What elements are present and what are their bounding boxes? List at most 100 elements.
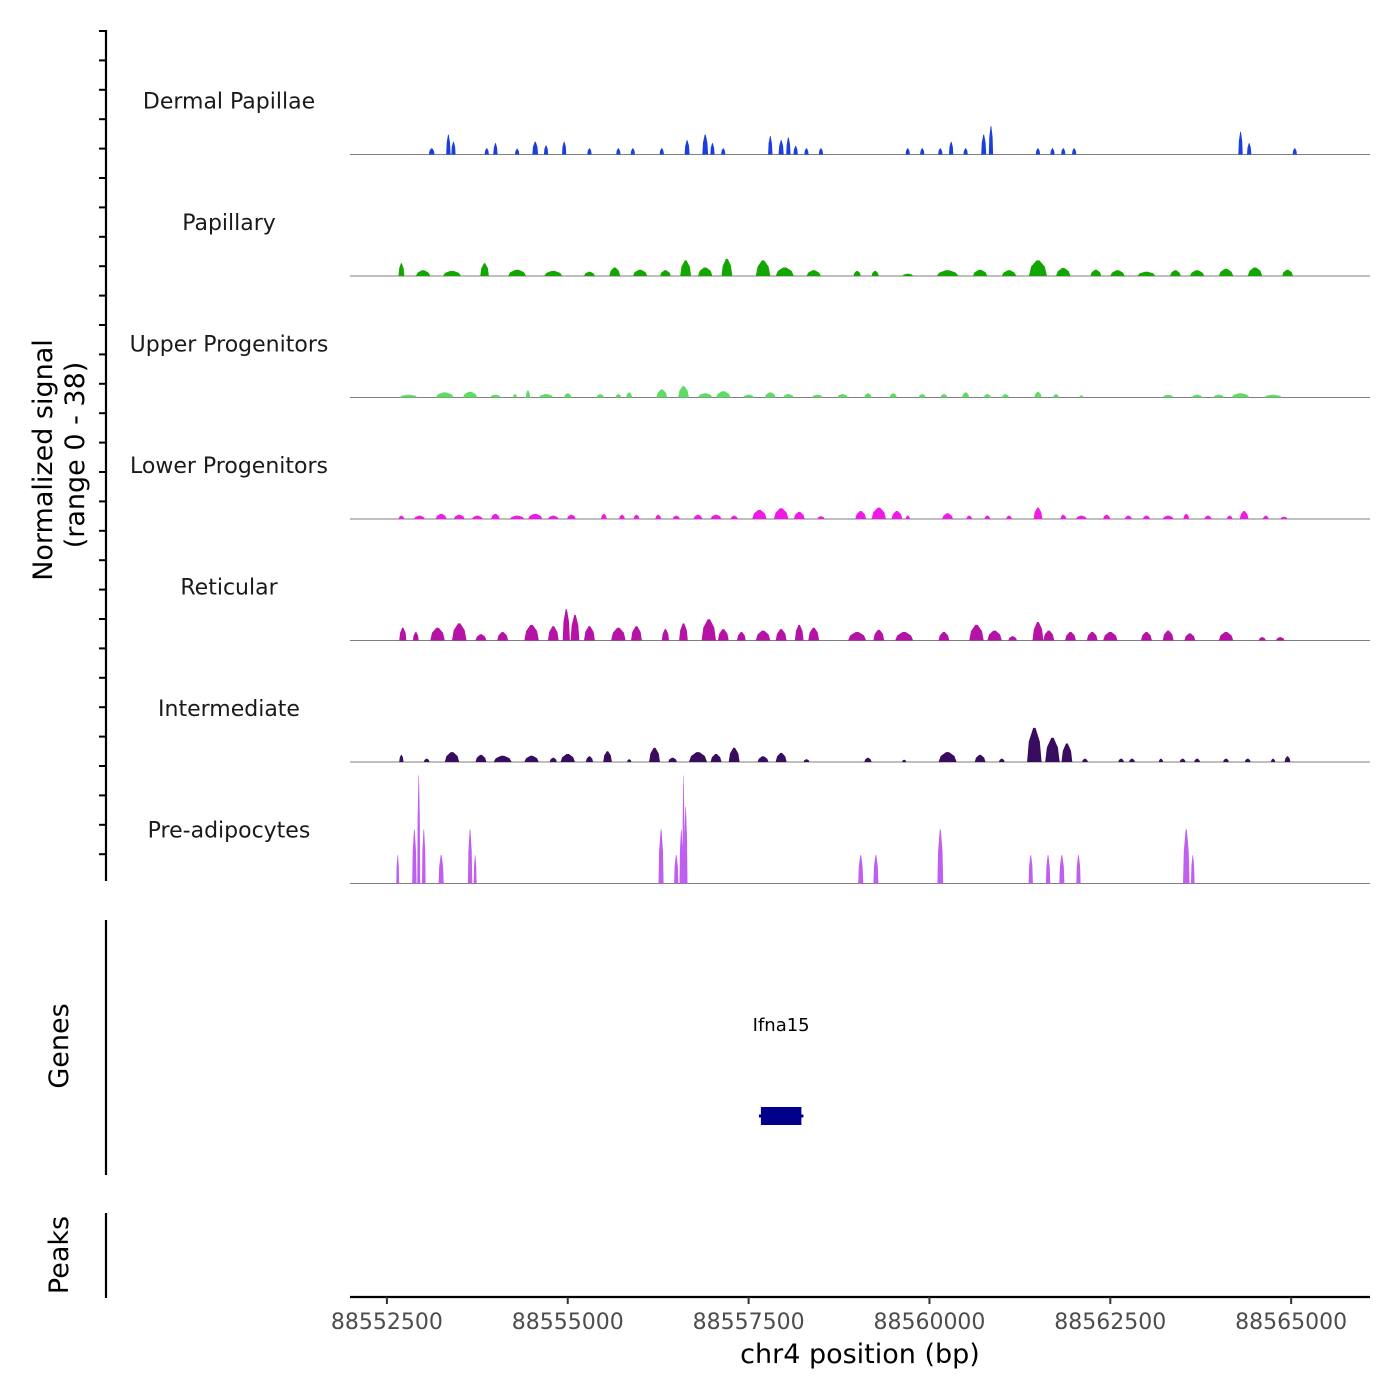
x-tick-label: 88562500	[1054, 1310, 1166, 1335]
signal-peak	[710, 143, 715, 155]
signal-peak	[584, 271, 595, 276]
signal-peak	[853, 270, 861, 276]
track-papillary: Papillary	[182, 211, 1370, 277]
signal-peak	[804, 148, 809, 155]
signal-peak	[837, 394, 849, 398]
peaks-axis-label: Peaks	[44, 1216, 75, 1294]
signal-peak	[1103, 632, 1118, 641]
signal-peak	[818, 148, 824, 155]
signal-peak	[596, 394, 604, 398]
signal-peak	[659, 148, 664, 155]
track-upper-progenitors: Upper Progenitors	[130, 333, 1370, 399]
signal-peak	[873, 855, 879, 884]
signal-peak	[716, 391, 731, 398]
signal-peak	[444, 752, 460, 762]
signal-peak	[984, 515, 991, 519]
signal-peak	[895, 632, 914, 641]
signal-peak	[619, 514, 625, 519]
signal-peak	[544, 270, 563, 276]
signal-peak	[848, 632, 867, 641]
signal-peak	[626, 392, 633, 398]
signal-peak	[728, 747, 740, 762]
signal-peak	[443, 270, 461, 276]
signal-peak	[1043, 630, 1055, 641]
y-axis-label-line2: (range 0 - 38)	[60, 362, 91, 549]
signal-peak	[480, 263, 489, 276]
signal-peak	[752, 509, 767, 519]
signal-peak	[938, 148, 943, 155]
tracks-layer: Dermal Papillae Papillary Upper Progenitor…	[130, 90, 1370, 885]
signal-peak	[570, 614, 580, 641]
signal-peak	[905, 148, 910, 155]
signal-peak	[871, 507, 886, 519]
signal-peak	[940, 394, 948, 398]
signal-peak	[471, 515, 483, 519]
signal-peak	[627, 759, 632, 762]
signal-peak	[1118, 758, 1124, 762]
signal-peak	[1027, 727, 1042, 762]
signal-peak	[721, 148, 726, 155]
signal-peak	[698, 393, 713, 398]
genes-panel: Genes Ifna15	[44, 920, 810, 1175]
signal-peak	[562, 609, 570, 641]
signal-peak	[584, 626, 595, 641]
signal-peak	[630, 148, 635, 155]
signal-peak	[412, 632, 419, 641]
signal-peak	[399, 394, 418, 398]
signal-peak	[1191, 855, 1195, 884]
signal-peak	[794, 624, 804, 641]
signal-peak	[462, 391, 478, 398]
x-ticks: 88552500 88555000 88557500 88560000 88562500…	[331, 1297, 1347, 1335]
signal-peak	[806, 270, 821, 276]
signal-peak	[902, 759, 907, 762]
signal-peak	[587, 148, 592, 155]
signal-peak	[682, 775, 685, 884]
signal-peak	[1262, 515, 1269, 519]
signal-peak	[547, 626, 559, 641]
signal-peak	[1204, 515, 1212, 519]
x-tick-label: 88557500	[693, 1310, 805, 1335]
signal-peak	[1090, 269, 1102, 276]
signal-peak	[1264, 394, 1283, 398]
signal-peak	[415, 270, 431, 276]
signal-peak	[1032, 622, 1044, 641]
signal-peak	[949, 141, 954, 155]
signal-peak	[773, 508, 789, 519]
signal-peak	[998, 758, 1005, 762]
signal-peak	[564, 393, 572, 398]
signal-peak	[987, 630, 1002, 641]
signal-peak	[721, 258, 733, 276]
signal-peak	[538, 394, 554, 398]
signal-peak	[509, 515, 525, 519]
signal-peak	[786, 137, 791, 155]
signal-peak	[1280, 516, 1288, 519]
y-axis-label-line1: Normalized signal	[28, 339, 59, 581]
signal-peak	[1034, 391, 1042, 398]
signal-peak	[891, 511, 903, 519]
signal-peak	[803, 759, 810, 762]
signal-peak	[1137, 271, 1156, 276]
signal-peak	[1082, 758, 1088, 762]
signal-peak	[631, 626, 642, 641]
signal-peak	[768, 136, 773, 155]
signal-peak	[435, 513, 447, 519]
signal-peak	[1142, 515, 1151, 519]
signal-peak	[969, 624, 984, 641]
signal-peak	[717, 629, 729, 641]
signal-y-ticks	[99, 30, 106, 856]
signal-peak	[1076, 855, 1081, 884]
signal-peak	[683, 806, 688, 884]
signal-peak	[399, 754, 404, 762]
peaks-panel: Peaks	[44, 1213, 108, 1298]
signal-peak	[396, 855, 400, 884]
signal-peak	[710, 514, 722, 519]
signal-peak	[1061, 148, 1066, 155]
signal-peak	[543, 145, 549, 155]
signal-peak	[615, 394, 622, 398]
signal-peak	[983, 394, 991, 398]
track-label: Papillary	[182, 211, 276, 236]
signal-peak	[1239, 511, 1249, 519]
signal-peak	[902, 273, 914, 276]
signal-peak	[633, 514, 640, 519]
signal-peak	[417, 775, 421, 884]
